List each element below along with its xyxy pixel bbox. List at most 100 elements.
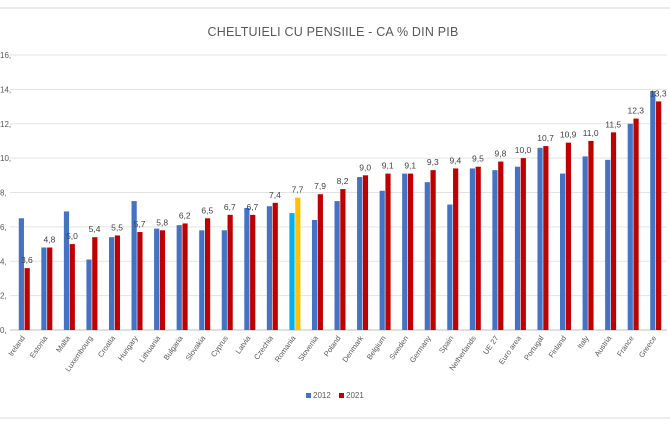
- y-tick-label: 10,: [0, 154, 11, 163]
- data-label-estonia: 4,8: [44, 235, 56, 245]
- legend-label-2012: 2012: [313, 391, 331, 400]
- y-tick-label: 6,: [0, 223, 7, 232]
- bar-2012-slovakia: [199, 230, 205, 330]
- data-label-slovakia: 6,5: [201, 205, 213, 215]
- bar-2021-luxembourg: [92, 237, 98, 330]
- data-label-denmark: 9,0: [359, 162, 371, 172]
- y-tick-label: 0,: [0, 326, 7, 335]
- data-label-croatia: 5,5: [111, 222, 123, 232]
- legend-label-2021: 2021: [346, 391, 364, 400]
- data-label-netherlands: 9,5: [472, 154, 484, 164]
- bar-2012-hungary: [131, 201, 137, 330]
- bar-2021-cyprus: [227, 214, 233, 330]
- data-label-france: 12,3: [627, 106, 644, 116]
- bar-2012-italy: [582, 156, 588, 330]
- bar-2021-portugal: [543, 146, 549, 330]
- data-label-bulgaria: 6,2: [179, 210, 191, 220]
- y-tick-label: 14,: [0, 85, 11, 94]
- bar-2021-ireland: [24, 268, 30, 330]
- bar-2021-germany: [430, 170, 436, 330]
- bar-2021-austria: [610, 132, 617, 330]
- bar-2012-greece: [650, 91, 656, 330]
- data-label-hungary: 5,7: [134, 219, 146, 229]
- bar-2012-france: [627, 123, 633, 330]
- bar-2012-ue-27: [492, 170, 498, 330]
- bar-2021-croatia: [114, 235, 120, 330]
- y-tick-label: 16,: [0, 51, 11, 60]
- bar-2021-denmark: [362, 175, 369, 330]
- bar-2021-greece: [656, 101, 662, 330]
- bar-2021-malta: [69, 244, 75, 330]
- data-label-euro-area: 10,0: [515, 145, 532, 155]
- bar-2021-poland: [340, 189, 346, 330]
- bar-2012-netherlands: [469, 168, 476, 330]
- data-label-czechia: 7,4: [269, 190, 281, 200]
- data-label-ue-27: 9,8: [495, 149, 507, 159]
- bar-2012-bulgaria: [176, 225, 182, 330]
- bar-2012-finland: [560, 173, 566, 330]
- y-tick-label: 12,: [0, 120, 11, 129]
- data-label-cyprus: 6,7: [224, 202, 236, 212]
- bar-2012-croatia: [108, 237, 115, 330]
- bar-2021-italy: [588, 140, 594, 330]
- data-label-sweden: 9,1: [404, 161, 416, 171]
- bar-2012-denmark: [357, 177, 363, 330]
- legend-swatch-2021: [339, 393, 344, 398]
- data-label-slovenia: 7,9: [314, 181, 326, 191]
- bar-2021-sweden: [407, 173, 414, 330]
- bar-2021-euro-area: [520, 158, 526, 330]
- bar-2012-poland: [334, 201, 340, 330]
- bar-2012-euro-area: [514, 166, 521, 330]
- chart-title: CHELTUIELI CU PENSIILE - CA % DIN PIB: [208, 25, 459, 39]
- data-label-luxembourg: 5,4: [89, 224, 101, 234]
- data-label-italy: 11,0: [583, 128, 599, 138]
- bar-2021-france: [633, 118, 639, 330]
- data-label-portugal: 10,7: [537, 133, 554, 143]
- bar-2021-finland: [565, 142, 572, 330]
- data-label-austria: 11,5: [605, 119, 621, 129]
- bars: [18, 91, 662, 330]
- y-tick-label: 8,: [0, 189, 7, 198]
- bar-2012-austria: [605, 159, 611, 330]
- bar-2021-bulgaria: [182, 223, 188, 330]
- bar-2021-lithuania: [159, 230, 166, 330]
- bar-2012-ireland: [18, 218, 24, 330]
- bar-2021-romania: [295, 197, 301, 330]
- bar-2012-estonia: [41, 247, 47, 330]
- data-label-poland: 8,2: [337, 176, 349, 186]
- bar-2021-slovenia: [317, 194, 323, 330]
- data-label-lithuania: 5,8: [156, 217, 168, 227]
- bar-2012-belgium: [379, 190, 385, 330]
- legend: 2012 2021: [306, 391, 364, 400]
- data-label-spain: 9,4: [449, 155, 461, 165]
- data-label-ireland: 3,6: [21, 255, 33, 265]
- bar-2021-netherlands: [475, 166, 481, 330]
- bar-2021-hungary: [137, 232, 143, 330]
- bar-2012-cyprus: [221, 230, 227, 330]
- data-label-latvia: 6,7: [246, 202, 258, 212]
- bar-2021-estonia: [47, 247, 53, 330]
- y-tick-label: 4,: [0, 257, 7, 266]
- y-axis-tick-labels: 0, 2, 4, 6, 8, 10, 12, 14, 16,: [0, 51, 11, 335]
- bar-2012-latvia: [244, 207, 250, 330]
- bar-2012-slovenia: [311, 220, 318, 330]
- bar-2012-sweden: [402, 173, 408, 330]
- bar-2012-germany: [424, 182, 430, 330]
- bar-2021-slovakia: [204, 218, 211, 330]
- bar-2021-latvia: [250, 214, 256, 330]
- data-labels: 3,6 4,8 5,0 5,4 5,5 5,7 5,8 6,2 6,5 6,7 6,7 7,4 7,7 7…: [21, 88, 667, 265]
- data-label-finland: 10,9: [560, 130, 577, 140]
- data-label-germany: 9,3: [427, 157, 439, 167]
- legend-swatch-2012: [306, 393, 311, 398]
- bar-2012-romania: [289, 213, 295, 330]
- bar-2012-malta: [63, 211, 70, 330]
- data-label-belgium: 9,1: [382, 161, 394, 171]
- bar-2021-belgium: [385, 173, 391, 330]
- bar-2012-czechia: [266, 206, 273, 330]
- bar-2012-lithuania: [154, 228, 160, 330]
- bar-2021-ue-27: [498, 161, 504, 330]
- data-label-greece: 13,3: [650, 88, 667, 98]
- data-label-malta: 5,0: [66, 231, 78, 241]
- y-tick-label: 2,: [0, 292, 7, 301]
- bar-2021-spain: [453, 168, 459, 330]
